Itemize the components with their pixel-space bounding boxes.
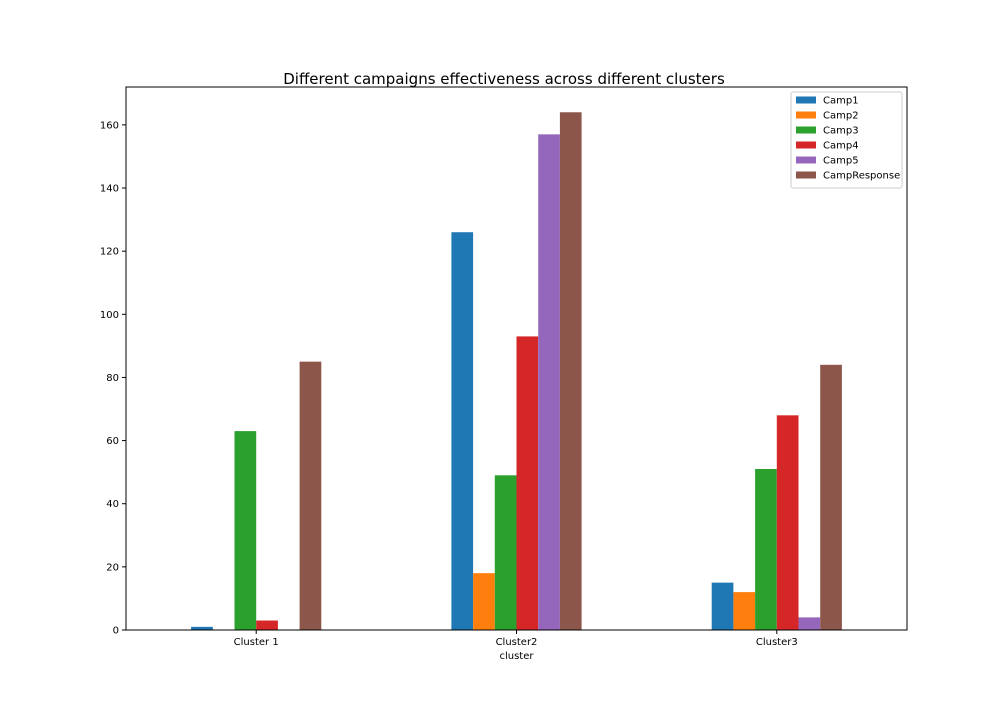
y-tick-label: 140 [100,184,119,195]
plot-frame [125,86,908,631]
bar-camp2-2 [473,573,495,630]
legend-label-camp3: Camp3 [823,126,859,137]
legend-swatch-camp5 [796,156,816,164]
legend-box [790,91,903,189]
bar-camp1-2 [451,232,474,630]
y-tick-label: 100 [100,310,119,321]
y-tick-label: 0 [113,626,119,637]
bar-camp4-3 [776,415,799,630]
legend-swatch-camp3 [796,126,816,134]
bar-camp1-1 [191,626,213,630]
y-tick-label: 40 [106,499,119,510]
legend-swatch-camp1 [796,96,816,104]
x-tick-label: Cluster3 [756,637,798,648]
bar-camp4-1 [256,620,278,630]
bar-camp3-3 [755,468,777,630]
x-tick-label: Cluster 1 [234,637,279,648]
legend-label-camp5: Camp5 [823,156,859,167]
x-tick-label: Cluster2 [496,637,538,648]
bar-campresponse-3 [820,364,842,630]
legend-label-campresponse: CampResponse [823,171,900,182]
legend-swatch-camp4 [796,141,816,149]
bar-camp5-3 [798,617,821,630]
y-tick-label: 80 [106,373,119,384]
legend-swatch-campresponse [796,171,816,179]
x-axis-ticks: Cluster 1 Cluster2 Cluster3 [234,630,798,648]
legend: Camp1 Camp2 Camp3 Camp4 Camp5 CampResponse [790,91,903,189]
bar-camp3-2 [494,475,517,630]
y-axis-ticks: 0 20 40 60 80 100 120 140 160 [100,120,126,637]
y-tick-label: 160 [100,120,119,131]
bar-camp1-3 [711,582,734,630]
y-tick-label: 120 [100,247,119,258]
bar-campresponse-2 [559,112,582,630]
bars-group [191,112,842,630]
bar-camp3-1 [234,431,257,630]
y-tick-label: 20 [106,562,119,573]
legend-label-camp2: Camp2 [823,111,859,122]
legend-label-camp1: Camp1 [823,96,859,107]
bar-campresponse-1 [299,361,322,630]
legend-label-camp4: Camp4 [823,141,859,152]
legend-swatch-camp2 [796,111,816,119]
bar-camp5-2 [538,134,560,630]
chart-title: Different campaigns effectiveness across… [283,70,725,88]
x-axis-label: cluster [499,651,534,662]
y-tick-label: 60 [106,436,119,447]
bar-camp2-3 [733,592,756,630]
bar-camp4-2 [516,336,539,630]
